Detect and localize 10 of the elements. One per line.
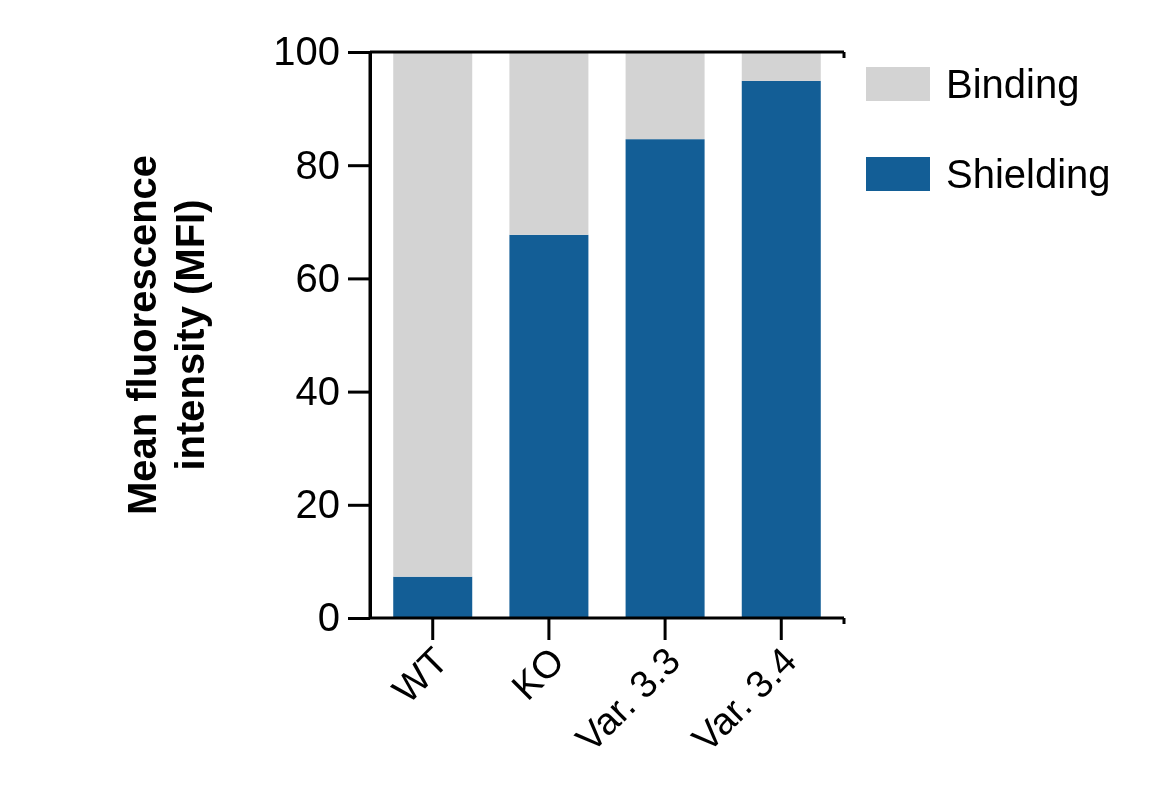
y-tick-label: 100 [273,29,340,74]
y-tick-label: 80 [295,142,340,187]
y-axis-title: Mean fluorescence intensity (MFI) [120,154,212,516]
y-tick-label: 0 [317,595,340,640]
x-tick-label: WT [384,639,456,711]
legend-label: Binding [946,62,1080,106]
legend-label: Shielding [946,152,1111,196]
y-tick-label: 40 [295,368,340,413]
y-tick-label: 20 [295,482,340,527]
y-tick-label: 60 [295,255,340,300]
